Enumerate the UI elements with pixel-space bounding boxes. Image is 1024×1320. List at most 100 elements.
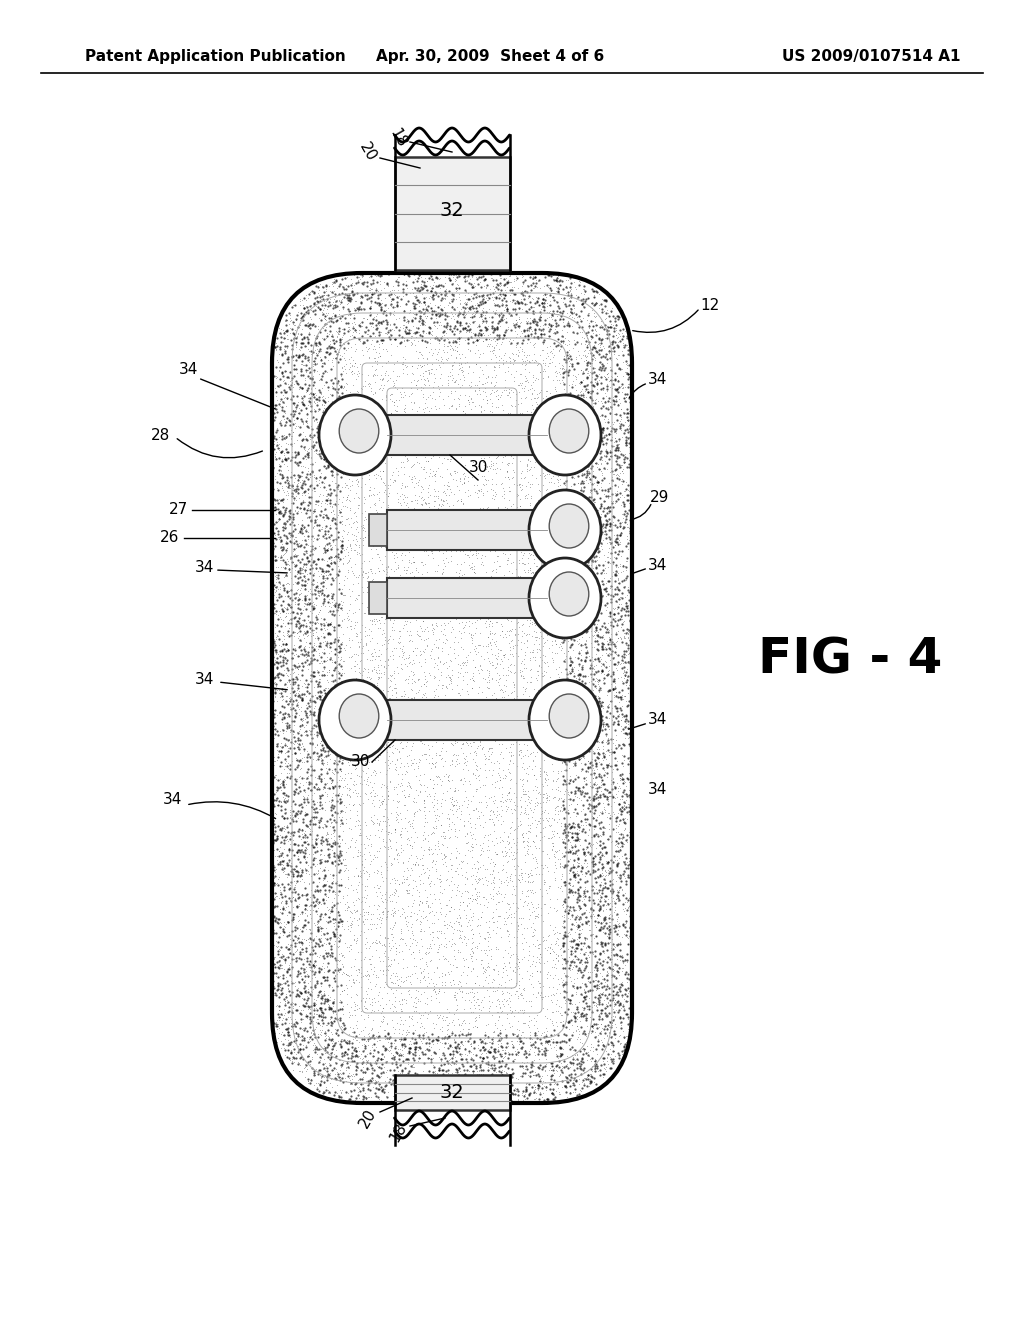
- Point: [333, 911, 349, 932]
- Point: [322, 1082, 338, 1104]
- Point: [616, 362, 633, 383]
- Point: [587, 685, 603, 706]
- Point: [548, 1039, 564, 1060]
- Point: [291, 589, 307, 610]
- Point: [336, 734, 352, 755]
- Point: [460, 282, 476, 304]
- Point: [444, 1023, 461, 1044]
- Point: [325, 403, 341, 424]
- Point: [516, 1052, 532, 1073]
- Point: [617, 387, 634, 408]
- Point: [314, 1059, 331, 1080]
- Point: [387, 818, 403, 840]
- Point: [578, 975, 594, 997]
- Point: [605, 981, 622, 1002]
- Point: [321, 1019, 337, 1040]
- Point: [473, 400, 489, 421]
- Point: [329, 1065, 345, 1086]
- Point: [425, 927, 441, 948]
- Point: [600, 894, 616, 915]
- Point: [325, 326, 341, 347]
- Point: [464, 946, 480, 968]
- Point: [530, 704, 547, 725]
- Point: [604, 413, 621, 434]
- Point: [408, 1073, 424, 1094]
- Point: [561, 294, 578, 315]
- Point: [431, 594, 447, 615]
- Point: [395, 359, 412, 380]
- Point: [526, 925, 543, 946]
- Point: [431, 882, 447, 903]
- Point: [542, 275, 558, 296]
- Point: [451, 286, 467, 308]
- Point: [536, 665, 552, 686]
- Point: [561, 882, 578, 903]
- Point: [372, 346, 388, 367]
- Point: [288, 554, 304, 576]
- Point: [421, 519, 437, 540]
- Point: [267, 586, 284, 607]
- Point: [413, 376, 429, 397]
- Point: [351, 401, 368, 422]
- Point: [623, 374, 639, 395]
- Point: [618, 851, 635, 873]
- Point: [372, 488, 388, 510]
- Point: [309, 836, 326, 857]
- Point: [298, 543, 314, 564]
- Text: 20: 20: [356, 140, 379, 164]
- Point: [279, 321, 295, 342]
- Point: [309, 933, 326, 954]
- Point: [347, 611, 364, 632]
- Point: [396, 808, 413, 829]
- Point: [571, 451, 588, 473]
- Point: [387, 593, 403, 614]
- Point: [486, 338, 503, 359]
- Point: [338, 421, 354, 442]
- Point: [315, 664, 332, 685]
- Point: [599, 730, 615, 751]
- Point: [318, 1057, 335, 1078]
- Point: [592, 841, 608, 862]
- Point: [555, 894, 571, 915]
- Point: [602, 966, 618, 987]
- Point: [531, 315, 548, 337]
- Point: [331, 991, 347, 1012]
- Point: [391, 620, 408, 642]
- Point: [289, 533, 305, 554]
- Point: [368, 521, 384, 543]
- Point: [528, 857, 545, 878]
- Point: [329, 644, 345, 665]
- Point: [281, 838, 297, 859]
- Point: [519, 313, 536, 334]
- Point: [580, 352, 596, 374]
- Point: [328, 908, 344, 929]
- Point: [313, 730, 330, 751]
- Point: [512, 607, 528, 628]
- Point: [305, 1006, 322, 1027]
- Point: [305, 1022, 322, 1043]
- Point: [597, 994, 613, 1015]
- Point: [333, 792, 349, 813]
- Point: [264, 640, 281, 661]
- Point: [477, 292, 494, 313]
- Point: [581, 966, 597, 987]
- Point: [324, 511, 340, 532]
- Point: [396, 902, 413, 923]
- Point: [293, 793, 309, 814]
- Point: [464, 1060, 480, 1081]
- Point: [538, 347, 554, 368]
- Point: [487, 380, 504, 401]
- Point: [442, 1078, 459, 1100]
- Point: [607, 403, 624, 424]
- Point: [545, 570, 561, 591]
- Point: [323, 359, 339, 380]
- Point: [549, 1031, 565, 1052]
- Point: [384, 1047, 400, 1068]
- Point: [349, 865, 366, 886]
- Point: [432, 577, 449, 598]
- Point: [451, 1015, 467, 1036]
- Point: [324, 776, 340, 797]
- Point: [440, 500, 457, 521]
- Point: [310, 290, 327, 312]
- Point: [353, 1028, 370, 1049]
